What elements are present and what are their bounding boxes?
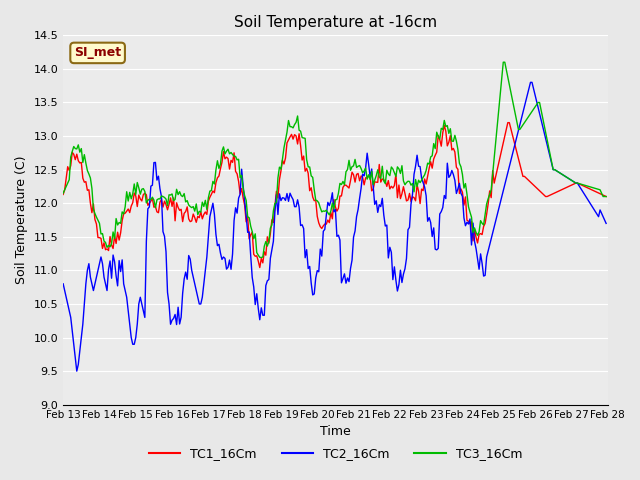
TC1_16Cm (575, 181, 583, 187)
TC3_16Cm (60, 190, 67, 196)
TC2_16Cm (250, 284, 257, 290)
TC2_16Cm (298, 222, 306, 228)
TC3_16Cm (499, 60, 507, 65)
Line: TC1_16Cm: TC1_16Cm (63, 123, 606, 267)
Title: Soil Temperature at -16cm: Soil Temperature at -16cm (234, 15, 437, 30)
TC2_16Cm (241, 198, 248, 204)
TC2_16Cm (602, 220, 610, 226)
TC2_16Cm (60, 281, 67, 287)
TC1_16Cm (256, 264, 264, 270)
TC3_16Cm (575, 180, 583, 186)
TC1_16Cm (298, 157, 306, 163)
TC3_16Cm (298, 135, 306, 141)
Y-axis label: Soil Temperature (C): Soil Temperature (C) (15, 156, 28, 284)
TC1_16Cm (239, 195, 247, 201)
TC2_16Cm (527, 80, 534, 85)
TC3_16Cm (239, 186, 247, 192)
X-axis label: Time: Time (320, 425, 351, 438)
TC3_16Cm (257, 254, 265, 260)
TC1_16Cm (504, 120, 511, 126)
TC3_16Cm (126, 190, 134, 195)
TC3_16Cm (248, 229, 256, 235)
TC3_16Cm (221, 151, 229, 156)
TC2_16Cm (575, 182, 583, 188)
Legend: TC1_16Cm, TC2_16Cm, TC3_16Cm: TC1_16Cm, TC2_16Cm, TC3_16Cm (144, 442, 527, 465)
TC2_16Cm (223, 266, 230, 272)
TC1_16Cm (602, 193, 610, 199)
TC1_16Cm (248, 229, 256, 235)
Line: TC2_16Cm: TC2_16Cm (63, 83, 606, 371)
TC2_16Cm (73, 368, 81, 374)
TC1_16Cm (126, 210, 134, 216)
TC1_16Cm (221, 156, 229, 162)
TC2_16Cm (127, 335, 135, 340)
Text: SI_met: SI_met (74, 47, 121, 60)
TC3_16Cm (602, 193, 610, 199)
TC1_16Cm (60, 192, 67, 197)
Line: TC3_16Cm: TC3_16Cm (63, 62, 606, 257)
